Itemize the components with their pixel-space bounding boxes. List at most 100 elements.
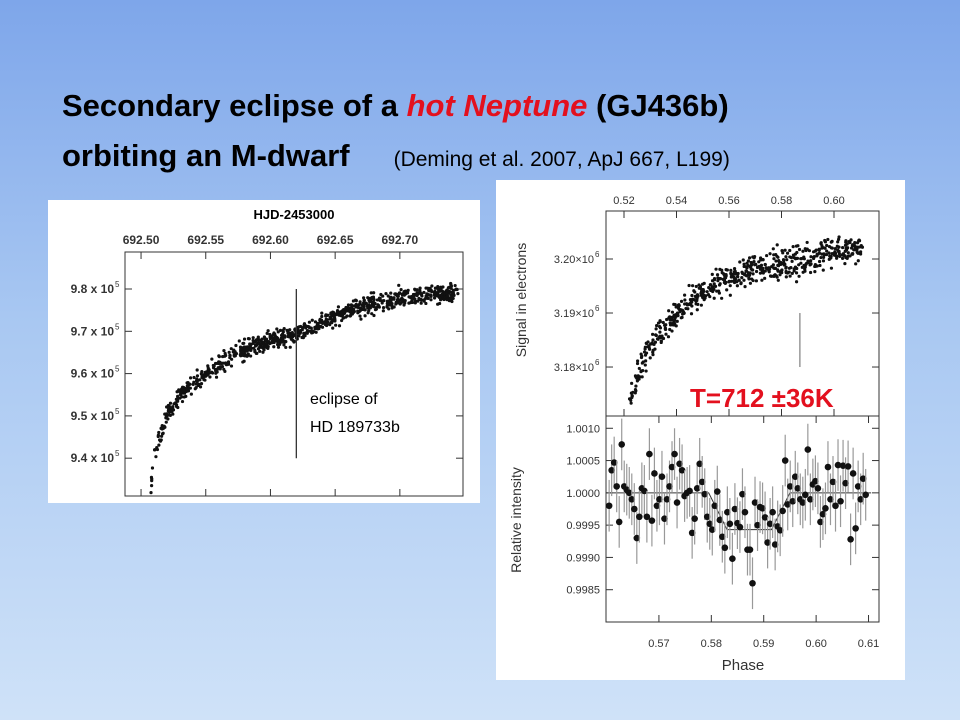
binned-point — [741, 508, 749, 516]
binned-point — [817, 518, 824, 526]
data-point — [654, 333, 658, 338]
data-point — [785, 258, 789, 262]
x-tick-label: 0.59 — [753, 638, 774, 650]
data-point — [847, 240, 851, 244]
data-point — [748, 271, 752, 275]
data-point — [284, 345, 288, 350]
data-point — [179, 390, 183, 394]
binned-point — [646, 450, 653, 458]
binned-point — [814, 485, 822, 492]
data-point — [285, 328, 289, 332]
data-point — [746, 259, 750, 263]
binned-point — [754, 521, 761, 529]
binned-point — [736, 523, 744, 531]
binned-point — [857, 496, 864, 503]
data-point — [690, 293, 694, 298]
data-point — [812, 256, 816, 261]
data-point — [747, 256, 752, 260]
chart-gj436b-raw: 0.52 0.54 0.56 0.58 0.603.20×10 63.19×10 63.18… — [554, 195, 880, 417]
data-point — [671, 318, 675, 322]
data-point — [853, 247, 857, 251]
data-point — [658, 330, 662, 334]
data-point — [268, 332, 272, 337]
data-point — [208, 371, 212, 375]
data-point — [763, 276, 767, 280]
binned-point — [686, 487, 693, 495]
data-point — [837, 245, 841, 249]
data-point — [257, 338, 261, 342]
data-point — [799, 261, 803, 265]
data-point — [336, 305, 341, 309]
title-text: orbiting an M-dwarf — [62, 138, 350, 173]
data-point — [637, 366, 641, 371]
data-point — [683, 302, 687, 306]
data-point — [635, 379, 639, 383]
data-point — [449, 286, 453, 291]
data-point — [329, 312, 333, 316]
data-point — [384, 292, 388, 296]
data-point — [801, 270, 805, 274]
data-point — [691, 284, 695, 288]
binned-point — [668, 463, 676, 471]
data-point — [732, 276, 736, 280]
data-point — [370, 312, 374, 316]
data-point — [314, 330, 318, 334]
data-point — [772, 253, 776, 257]
binned-point — [751, 499, 759, 506]
data-point — [789, 256, 794, 260]
data-point — [194, 385, 198, 390]
data-point — [754, 279, 758, 283]
data-point — [821, 259, 826, 263]
data-point — [343, 310, 347, 314]
data-point — [788, 274, 792, 278]
data-point — [306, 324, 310, 329]
data-point — [429, 293, 433, 297]
data-point — [352, 309, 356, 314]
binned-point — [693, 485, 701, 492]
data-point — [392, 305, 396, 309]
x-tick-label: 0.56 — [718, 195, 739, 207]
data-point — [836, 240, 840, 244]
binned-point — [706, 520, 714, 528]
data-point — [805, 240, 809, 245]
data-point — [640, 375, 644, 379]
data-point — [372, 298, 376, 302]
data-point — [676, 305, 680, 310]
data-point — [651, 332, 655, 336]
data-point — [696, 302, 700, 306]
binned-point — [641, 487, 648, 495]
data-point — [189, 392, 193, 396]
data-point — [640, 354, 644, 358]
binned-point — [827, 496, 834, 503]
data-point — [629, 401, 633, 405]
data-point — [651, 353, 655, 357]
data-point — [640, 361, 644, 365]
data-point — [754, 269, 759, 274]
data-point — [424, 301, 428, 306]
data-point — [310, 318, 314, 322]
data-point — [712, 282, 716, 286]
data-point — [198, 378, 202, 382]
binned-point — [812, 477, 819, 485]
data-point — [783, 248, 787, 252]
data-point — [841, 245, 845, 250]
data-point — [432, 296, 437, 300]
data-point — [206, 368, 210, 372]
binned-point — [779, 507, 786, 515]
data-point — [772, 257, 776, 261]
data-point — [823, 240, 828, 244]
data-point — [166, 417, 170, 421]
data-point — [331, 326, 335, 330]
data-point — [167, 413, 171, 417]
data-point — [279, 333, 284, 337]
data-point — [281, 328, 285, 333]
data-point — [215, 361, 219, 365]
binned-point — [658, 473, 666, 481]
data-point — [729, 271, 733, 275]
data-point — [150, 479, 154, 483]
data-point — [212, 364, 216, 368]
temperature-annotation: T=712 ±36K — [690, 383, 834, 413]
data-point — [712, 296, 716, 300]
data-point — [819, 255, 823, 260]
data-point — [242, 341, 246, 345]
